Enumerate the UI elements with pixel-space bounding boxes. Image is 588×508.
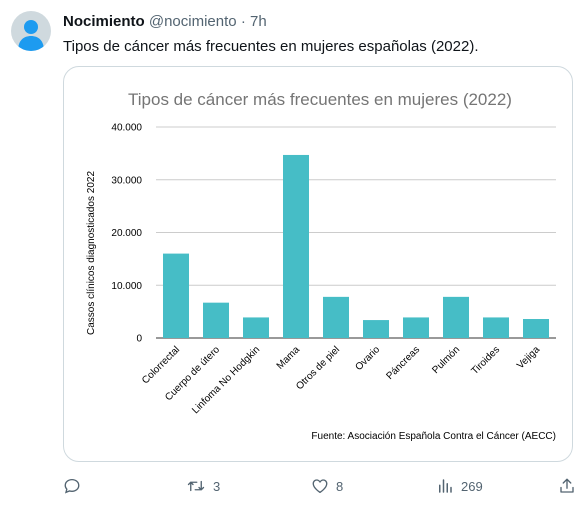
bar-10 [523,319,549,338]
x-tick-label: Ovario [354,344,383,373]
chart-title: Tipos de cáncer más frecuentes en mujere… [128,90,512,109]
share-icon [560,478,574,493]
reply-icon [64,478,80,494]
views-button[interactable]: 269 [436,474,483,498]
x-tick-label: Tiroides [469,344,502,377]
retweet-button[interactable]: 3 [186,474,220,498]
retweet-icon [187,480,205,492]
bar-3 [243,317,269,338]
y-tick-label: 20.000 [111,228,142,239]
like-count: 8 [336,478,344,494]
tweet-header: Nocimiento @nocimiento · 7h [63,13,267,31]
x-tick-label: Pulmón [430,344,462,376]
retweet-count: 3 [213,478,221,494]
reply-button[interactable] [63,474,81,498]
heart-icon [312,479,328,494]
avatar[interactable] [11,11,51,51]
tweet-time[interactable]: 7h [249,13,267,30]
chart-source-note: Fuente: Asociación Española Contra el Cá… [311,431,556,442]
y-tick-label: 10.000 [111,281,142,292]
x-tick-label: Linfoma No Hodgkin [190,344,262,416]
tweet-text: Tipos de cáncer más frecuentes en mujere… [63,38,479,55]
bar-chart: Tipos de cáncer más frecuentes en mujere… [86,90,556,442]
x-tick-label: Páncreas [384,344,422,382]
y-tick-label: 30.000 [111,175,142,186]
bar-2 [203,302,229,338]
y-tick-label: 40.000 [111,123,142,134]
default-avatar-icon [18,20,44,51]
bar-8 [443,296,469,338]
chart-image-card[interactable]: Tipos de cáncer más frecuentes en mujere… [63,66,573,462]
x-tick-label: Colorrectal [140,344,182,386]
y-axis-label: Cassos clínicos diagnosticados 2022 [86,171,97,335]
bar-5 [323,296,349,338]
author-handle[interactable]: @nocimiento [148,13,237,30]
share-button[interactable] [558,474,576,498]
bar-4 [283,154,309,338]
author-name[interactable]: Nocimiento [63,13,145,30]
bar-7 [403,317,429,338]
x-tick-label: Mama [275,344,303,372]
bar-9 [483,317,509,338]
views-count: 269 [461,478,483,494]
like-button[interactable]: 8 [311,474,343,498]
bar-1 [163,253,189,338]
bar-6 [363,320,389,338]
tweet-actions: 3 8 269 [0,474,588,498]
separator: · [240,13,246,30]
views-icon [439,479,452,493]
x-tick-label: Vejiga [515,344,542,371]
y-tick-label: 0 [136,334,142,345]
